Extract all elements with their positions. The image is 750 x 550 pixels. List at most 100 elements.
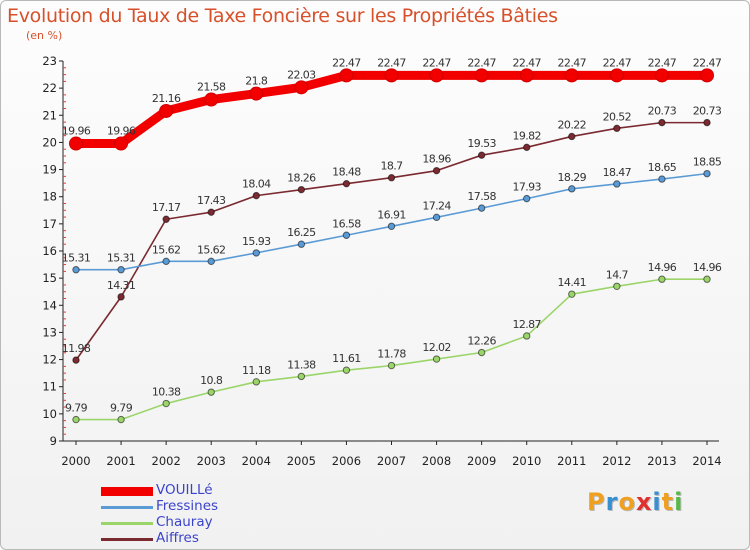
data-label-vouill: 21.58 bbox=[197, 81, 226, 94]
data-point-vouill bbox=[609, 68, 624, 83]
y-tick-label: 14 bbox=[42, 298, 57, 312]
data-label-chauray: 11.61 bbox=[332, 352, 361, 365]
data-point-vouill bbox=[564, 68, 579, 83]
x-tick-label: 2002 bbox=[152, 454, 181, 468]
data-label-chauray: 9.79 bbox=[110, 402, 133, 415]
data-label-fressines: 16.58 bbox=[332, 217, 361, 230]
data-point-fressines bbox=[613, 180, 621, 188]
data-label-fressines: 17.58 bbox=[467, 190, 496, 203]
data-point-chauray bbox=[613, 282, 621, 290]
data-label-aiffres: 20.52 bbox=[603, 110, 632, 123]
x-tick-label: 2003 bbox=[197, 454, 226, 468]
data-point-vouill bbox=[339, 68, 354, 83]
data-point-vouill bbox=[429, 68, 444, 83]
legend-label-fressines: Fressines bbox=[156, 498, 219, 514]
legend-swatch-fressines bbox=[101, 506, 153, 509]
data-label-vouill: 22.47 bbox=[558, 56, 587, 69]
data-point-fressines bbox=[387, 222, 396, 231]
data-point-vouill bbox=[204, 92, 219, 107]
data-label-vouill: 22.47 bbox=[512, 56, 541, 69]
data-point-chauray bbox=[387, 361, 396, 370]
data-label-chauray: 11.78 bbox=[377, 348, 406, 361]
legend-label-chauray: Chauray bbox=[156, 514, 213, 530]
data-point-chauray bbox=[162, 399, 170, 408]
data-label-fressines: 18.47 bbox=[603, 166, 632, 179]
chart-subtitle: (en %) bbox=[26, 29, 63, 42]
data-point-vouill bbox=[159, 103, 174, 118]
data-label-aiffres: 14.31 bbox=[107, 279, 136, 292]
data-point-chauray bbox=[342, 366, 351, 374]
data-label-fressines: 17.93 bbox=[512, 181, 541, 194]
data-point-fressines bbox=[568, 185, 576, 193]
data-label-fressines: 15.62 bbox=[152, 243, 181, 256]
logo-letter: i bbox=[652, 488, 662, 516]
data-label-vouill: 21.16 bbox=[152, 92, 181, 105]
data-point-fressines bbox=[117, 266, 125, 274]
data-label-chauray: 9.79 bbox=[65, 402, 88, 415]
x-tick-label: 2007 bbox=[377, 454, 406, 468]
y-tick-label: 23 bbox=[42, 54, 57, 68]
data-point-chauray bbox=[207, 388, 215, 396]
legend-swatch-chauray bbox=[101, 522, 153, 525]
y-tick-label: 10 bbox=[42, 407, 57, 421]
y-tick-label: 21 bbox=[42, 108, 57, 122]
data-point-aiffres bbox=[342, 179, 351, 188]
data-label-vouill: 22.47 bbox=[648, 56, 677, 69]
data-label-aiffres: 20.22 bbox=[558, 118, 587, 131]
data-point-fressines bbox=[658, 175, 666, 183]
data-label-vouill: 22.47 bbox=[693, 56, 722, 69]
data-point-aiffres bbox=[297, 185, 306, 194]
data-point-chauray bbox=[297, 372, 306, 381]
data-point-chauray bbox=[703, 275, 711, 283]
data-point-aiffres bbox=[477, 151, 486, 159]
data-label-vouill: 22.47 bbox=[603, 56, 632, 69]
data-label-fressines: 16.25 bbox=[287, 226, 316, 239]
y-tick-label: 12 bbox=[42, 353, 57, 367]
x-tick-label: 2005 bbox=[287, 454, 316, 468]
y-tick-label: 11 bbox=[42, 380, 57, 394]
x-tick-label: 2010 bbox=[512, 454, 541, 468]
data-point-vouill bbox=[114, 136, 129, 151]
x-tick-label: 2014 bbox=[692, 454, 721, 468]
logo-letter: i bbox=[674, 488, 684, 516]
data-point-fressines bbox=[72, 266, 80, 274]
data-label-aiffres: 20.73 bbox=[693, 105, 722, 118]
x-tick-label: 2011 bbox=[557, 454, 586, 468]
data-label-aiffres: 18.26 bbox=[287, 172, 316, 185]
data-label-aiffres: 11.98 bbox=[62, 342, 91, 355]
x-tick-label: 2000 bbox=[61, 454, 90, 468]
data-point-aiffres bbox=[252, 191, 260, 200]
legend-label-aiffres: Aiffres bbox=[156, 530, 199, 546]
data-point-fressines bbox=[523, 194, 531, 203]
data-label-chauray: 10.38 bbox=[152, 386, 181, 399]
data-point-chauray bbox=[252, 378, 260, 386]
legend-label-vouille: VOUILLé bbox=[156, 482, 213, 498]
data-point-chauray bbox=[568, 290, 576, 298]
data-label-aiffres: 19.82 bbox=[512, 129, 541, 142]
data-point-vouill bbox=[474, 68, 489, 83]
data-label-chauray: 14.96 bbox=[693, 261, 722, 274]
data-label-fressines: 18.85 bbox=[693, 156, 722, 169]
data-label-fressines: 15.31 bbox=[62, 252, 91, 265]
data-point-chauray bbox=[432, 355, 441, 363]
data-point-vouill bbox=[249, 86, 264, 101]
logo-letter: t bbox=[661, 488, 675, 516]
data-point-aiffres bbox=[613, 124, 621, 133]
logo-letter: o bbox=[618, 488, 636, 516]
data-point-aiffres bbox=[703, 118, 711, 127]
chart-title: Evolution du Taux de Taxe Foncière sur l… bbox=[7, 5, 558, 27]
data-point-fressines bbox=[297, 240, 306, 248]
data-label-chauray: 14.7 bbox=[606, 268, 629, 281]
proxiti-logo: Proxiti bbox=[587, 488, 683, 516]
data-label-aiffres: 20.73 bbox=[648, 105, 677, 118]
data-label-chauray: 14.96 bbox=[648, 261, 677, 274]
data-label-fressines: 18.29 bbox=[558, 171, 587, 184]
data-label-chauray: 12.26 bbox=[467, 335, 496, 348]
y-tick-label: 15 bbox=[42, 271, 57, 285]
data-label-chauray: 10.8 bbox=[200, 374, 223, 387]
logo-letter: P bbox=[587, 488, 606, 516]
data-point-vouill bbox=[654, 68, 669, 83]
y-tick-label: 22 bbox=[42, 81, 57, 95]
data-point-vouill bbox=[69, 136, 83, 151]
